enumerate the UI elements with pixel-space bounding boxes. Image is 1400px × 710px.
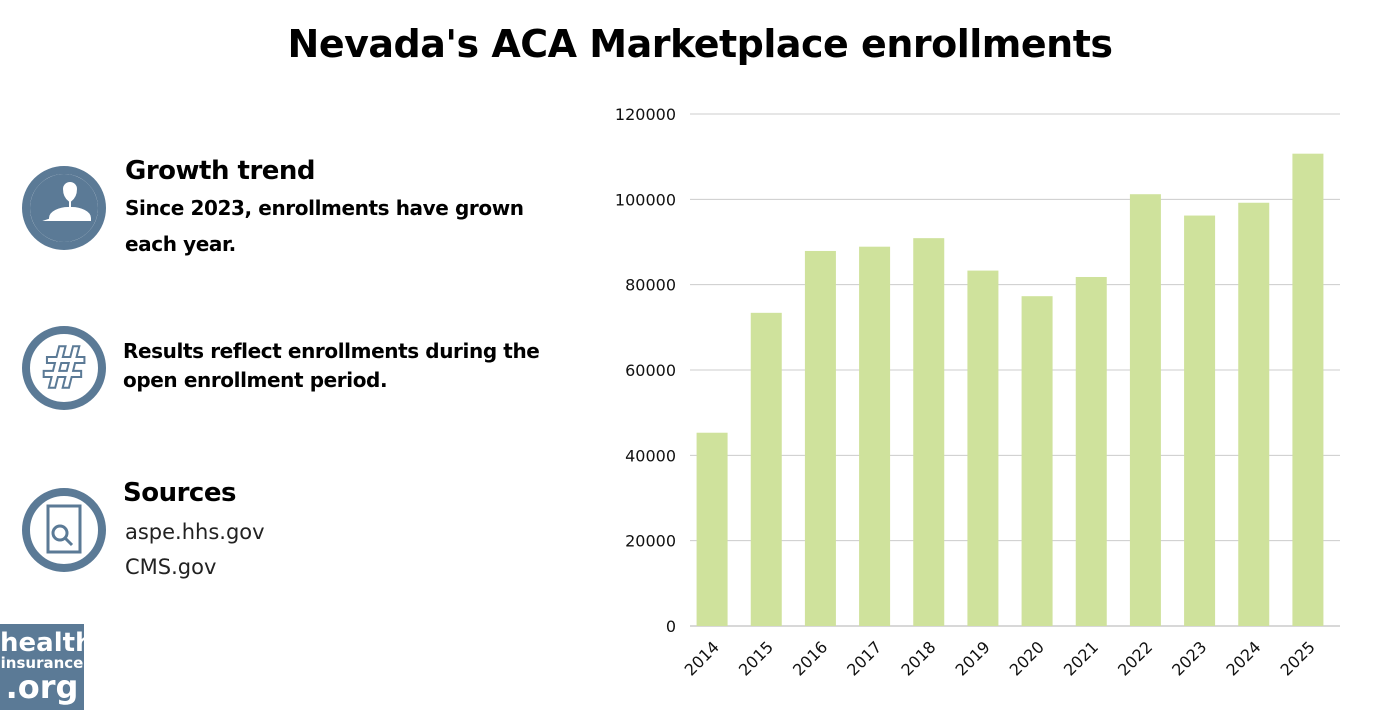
source-link[interactable]: CMS.gov — [125, 555, 217, 579]
document-search-icon — [22, 488, 106, 572]
y-tick-label: 120000 — [615, 105, 676, 124]
hashtag-icon: # — [22, 326, 106, 410]
healthinsurance-logo: health insurance .org — [0, 624, 94, 710]
y-tick-label: 80000 — [625, 276, 676, 295]
x-tick-label: 2015 — [735, 637, 777, 679]
x-tick-label: 2019 — [952, 637, 994, 679]
x-tick-label: 2022 — [1114, 637, 1156, 679]
x-tick-label: 2023 — [1168, 637, 1210, 679]
bar-2019 — [967, 270, 999, 626]
x-tick-label: 2021 — [1060, 637, 1102, 679]
bar-2022 — [1129, 194, 1161, 627]
sources-heading: Sources — [123, 478, 236, 508]
x-tick-label: 2017 — [843, 637, 885, 679]
bar-2017 — [859, 246, 891, 626]
source-link[interactable]: aspe.hhs.gov — [125, 520, 265, 544]
y-tick-label: 40000 — [625, 446, 676, 465]
x-tick-label: 2018 — [897, 637, 939, 679]
x-tick-label: 2016 — [789, 637, 831, 679]
bar-2018 — [913, 238, 945, 626]
y-tick-label: 60000 — [625, 361, 676, 380]
y-tick-label: 0 — [666, 617, 676, 636]
x-tick-label: 2024 — [1222, 637, 1264, 679]
y-tick-label: 100000 — [615, 190, 676, 209]
bar-2016 — [804, 250, 836, 626]
x-tick-label: 2025 — [1277, 637, 1319, 679]
people-group-icon — [22, 166, 106, 250]
bar-2015 — [750, 312, 782, 626]
bar-2014 — [696, 432, 728, 626]
chart-title: Nevada's ACA Marketplace enrollments — [287, 22, 1113, 66]
svg-text:#: # — [40, 334, 89, 402]
x-tick-label: 2014 — [681, 637, 723, 679]
x-tick-label: 2020 — [1006, 637, 1048, 679]
growth-heading: Growth trend — [125, 156, 316, 186]
bar-2021 — [1075, 276, 1107, 626]
results-text: Results reflect enrollments during the o… — [123, 339, 540, 392]
bar-2023 — [1184, 215, 1216, 626]
bar-2024 — [1238, 202, 1270, 626]
growth-text: Since 2023, enrollments have grown each … — [125, 196, 524, 256]
bar-2020 — [1021, 296, 1053, 626]
y-tick-label: 20000 — [625, 532, 676, 551]
bar-2025 — [1292, 153, 1324, 626]
